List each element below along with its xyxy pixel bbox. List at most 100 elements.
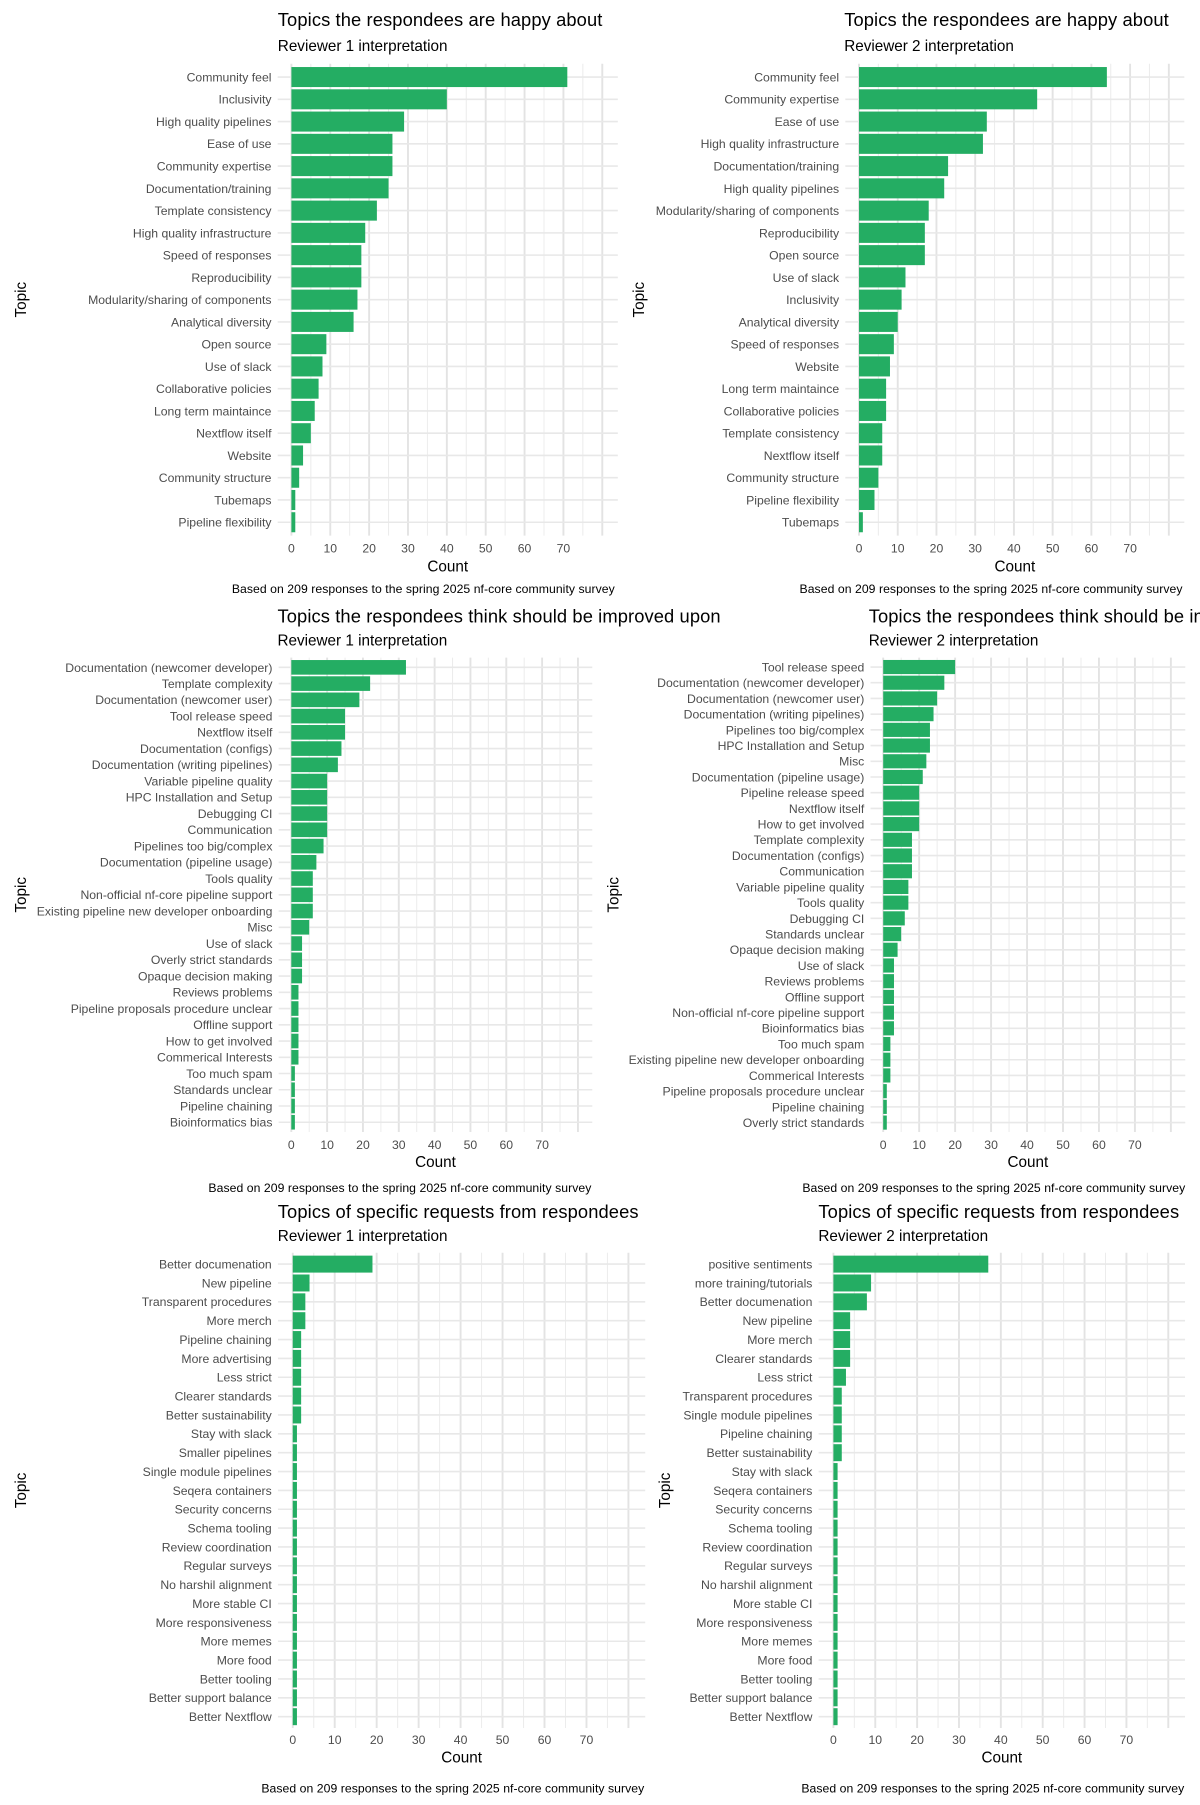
svg-text:Regular surveys: Regular surveys xyxy=(183,1559,271,1573)
svg-text:Topics of specific requests fr: Topics of specific requests from respond… xyxy=(278,1201,639,1222)
svg-text:Documentation (newcomer user): Documentation (newcomer user) xyxy=(95,693,272,707)
svg-text:Documentation/training: Documentation/training xyxy=(713,159,839,173)
svg-text:Pipelines too big/complex: Pipelines too big/complex xyxy=(726,723,865,737)
svg-text:More food: More food xyxy=(217,1654,272,1668)
svg-text:Opaque decision making: Opaque decision making xyxy=(730,943,865,957)
svg-text:Too much spam: Too much spam xyxy=(186,1067,272,1081)
svg-text:Nextflow itself: Nextflow itself xyxy=(197,726,273,740)
svg-text:Opaque decision making: Opaque decision making xyxy=(138,969,273,983)
svg-text:Speed of responses: Speed of responses xyxy=(730,338,839,352)
svg-text:Tubemaps: Tubemaps xyxy=(214,493,271,507)
svg-text:Tools quality: Tools quality xyxy=(797,896,865,910)
svg-text:50: 50 xyxy=(1056,1138,1070,1152)
svg-text:Community feel: Community feel xyxy=(187,70,272,84)
svg-text:50: 50 xyxy=(1046,542,1060,556)
svg-text:positive sentiments: positive sentiments xyxy=(708,1258,812,1272)
svg-text:20: 20 xyxy=(930,542,944,556)
svg-text:Documentation (pipeline usage): Documentation (pipeline usage) xyxy=(100,856,273,870)
svg-text:Based on 209 responses to the: Based on 209 responses to the spring 202… xyxy=(232,582,616,596)
svg-text:40: 40 xyxy=(1020,1138,1034,1152)
svg-text:Offline support: Offline support xyxy=(193,1018,273,1032)
svg-text:Website: Website xyxy=(228,449,272,463)
svg-text:Better Nextflow: Better Nextflow xyxy=(189,1710,272,1724)
svg-text:New pipeline: New pipeline xyxy=(202,1276,272,1290)
svg-text:Better tooling: Better tooling xyxy=(200,1672,272,1686)
svg-text:Bioinformatics bias: Bioinformatics bias xyxy=(762,1022,865,1036)
svg-text:Community structure: Community structure xyxy=(726,471,839,485)
svg-text:Ease of use: Ease of use xyxy=(207,137,272,151)
svg-text:Topic: Topic xyxy=(606,877,623,913)
svg-text:Better documenation: Better documenation xyxy=(700,1295,813,1309)
svg-text:Better Nextflow: Better Nextflow xyxy=(730,1710,813,1724)
svg-text:Documentation (newcomer user): Documentation (newcomer user) xyxy=(687,692,864,706)
svg-text:Count: Count xyxy=(427,559,468,576)
svg-text:More stable CI: More stable CI xyxy=(192,1597,271,1611)
svg-text:Stay with slack: Stay with slack xyxy=(191,1427,273,1441)
svg-text:Single module pipelines: Single module pipelines xyxy=(683,1408,812,1422)
svg-text:Pipeline chaining: Pipeline chaining xyxy=(180,1099,273,1113)
svg-text:0: 0 xyxy=(830,1733,837,1747)
svg-text:Schema tooling: Schema tooling xyxy=(728,1522,812,1536)
svg-text:Based on 209 responses to the: Based on 209 responses to the spring 202… xyxy=(261,1782,645,1796)
svg-text:Use of slack: Use of slack xyxy=(798,959,865,973)
svg-text:Pipeline chaining: Pipeline chaining xyxy=(720,1427,813,1441)
svg-text:New pipeline: New pipeline xyxy=(742,1314,812,1328)
svg-text:Misc: Misc xyxy=(839,755,864,769)
svg-text:more training/tutorials: more training/tutorials xyxy=(695,1276,813,1290)
svg-text:Reviews problems: Reviews problems xyxy=(173,986,273,1000)
svg-text:Tool release speed: Tool release speed xyxy=(170,709,273,723)
svg-text:Template complexity: Template complexity xyxy=(162,677,274,691)
svg-text:Long term maintaince: Long term maintaince xyxy=(154,404,272,418)
svg-text:More memes: More memes xyxy=(741,1635,812,1649)
svg-text:Documentation (pipeline usage): Documentation (pipeline usage) xyxy=(692,770,865,784)
svg-text:Regular surveys: Regular surveys xyxy=(724,1559,812,1573)
svg-text:Better tooling: Better tooling xyxy=(740,1672,812,1686)
svg-text:Offline support: Offline support xyxy=(785,990,865,1004)
svg-text:Tool release speed: Tool release speed xyxy=(762,660,865,674)
svg-text:Community expertise: Community expertise xyxy=(157,159,272,173)
svg-text:Use of slack: Use of slack xyxy=(206,937,273,951)
svg-text:Template complexity: Template complexity xyxy=(754,833,866,847)
svg-text:Count: Count xyxy=(994,559,1035,576)
svg-text:70: 70 xyxy=(1123,542,1137,556)
svg-text:Smaller pipelines: Smaller pipelines xyxy=(179,1446,272,1460)
svg-text:Pipeline flexibility: Pipeline flexibility xyxy=(178,516,272,530)
svg-text:Topics the respondees are happ: Topics the respondees are happy about xyxy=(278,9,603,30)
svg-text:Review coordination: Review coordination xyxy=(702,1540,812,1554)
svg-text:Reproducibility: Reproducibility xyxy=(759,226,840,240)
svg-text:Analytical diversity: Analytical diversity xyxy=(739,315,840,329)
svg-text:20: 20 xyxy=(356,1138,370,1152)
svg-text:Clearer standards: Clearer standards xyxy=(715,1352,812,1366)
svg-text:Topics the respondees think sh: Topics the respondees think should be im… xyxy=(278,606,721,627)
svg-text:50: 50 xyxy=(479,542,493,556)
svg-text:High quality pipelines: High quality pipelines xyxy=(724,182,839,196)
svg-text:Count: Count xyxy=(415,1154,456,1171)
svg-text:Open source: Open source xyxy=(769,249,839,263)
svg-text:0: 0 xyxy=(880,1138,887,1152)
svg-text:Better support balance: Better support balance xyxy=(149,1691,272,1705)
svg-text:Less strict: Less strict xyxy=(217,1371,273,1385)
svg-text:Overly strict standards: Overly strict standards xyxy=(743,1116,865,1130)
svg-text:Better support balance: Better support balance xyxy=(689,1691,812,1705)
svg-text:Based on 209 responses to the: Based on 209 responses to the spring 202… xyxy=(800,582,1184,596)
svg-text:Pipeline chaining: Pipeline chaining xyxy=(179,1333,272,1347)
svg-text:Template consistency: Template consistency xyxy=(155,204,273,218)
svg-text:Tools quality: Tools quality xyxy=(205,872,273,886)
svg-text:Variable pipeline quality: Variable pipeline quality xyxy=(144,774,273,788)
svg-text:Documentation (writing pipelin: Documentation (writing pipelines) xyxy=(684,708,865,722)
svg-text:Pipeline flexibility: Pipeline flexibility xyxy=(746,493,840,507)
svg-text:Overly strict standards: Overly strict standards xyxy=(151,953,273,967)
svg-text:Security concerns: Security concerns xyxy=(715,1503,812,1517)
svg-text:How to get involved: How to get involved xyxy=(166,1034,273,1048)
svg-text:Nextflow itself: Nextflow itself xyxy=(764,449,840,463)
svg-text:Commerical Interests: Commerical Interests xyxy=(749,1069,864,1083)
svg-text:50: 50 xyxy=(496,1733,510,1747)
svg-text:Reviewer 2 interpretation: Reviewer 2 interpretation xyxy=(869,632,1039,649)
svg-text:Pipeline proposals procedure u: Pipeline proposals procedure unclear xyxy=(663,1085,865,1099)
svg-text:30: 30 xyxy=(401,542,415,556)
svg-text:More stable CI: More stable CI xyxy=(733,1597,812,1611)
svg-text:Communication: Communication xyxy=(188,823,273,837)
svg-text:Topics the respondees think sh: Topics the respondees think should be im… xyxy=(869,606,1200,627)
svg-text:20: 20 xyxy=(370,1733,384,1747)
svg-text:Pipeline proposals procedure u: Pipeline proposals procedure unclear xyxy=(71,1002,273,1016)
